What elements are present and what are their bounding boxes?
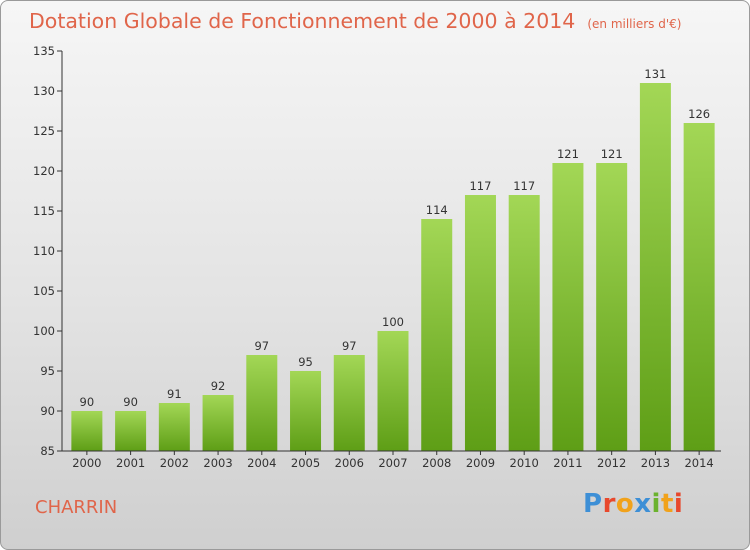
x-tick-label: 2005 <box>291 456 320 470</box>
x-tick-label: 2002 <box>160 456 189 470</box>
x-tick-label: 2008 <box>422 456 451 470</box>
chart-subtitle: (en milliers d'€) <box>587 17 682 31</box>
bar <box>596 163 628 451</box>
bar-value-label: 95 <box>298 355 313 369</box>
x-tick-label: 2014 <box>684 456 713 470</box>
bar-value-label: 90 <box>123 395 138 409</box>
bar-value-label: 121 <box>601 147 623 161</box>
bar <box>246 355 278 451</box>
bar-value-label: 131 <box>644 67 666 81</box>
y-tick-label: 135 <box>33 44 55 58</box>
bar <box>683 123 715 451</box>
y-tick-label: 90 <box>40 404 55 418</box>
bar-value-label: 126 <box>688 107 710 121</box>
chart-title-text: Dotation Globale de Fonctionnement de 20… <box>29 9 576 33</box>
chart-title: Dotation Globale de Fonctionnement de 20… <box>29 9 681 33</box>
bar-value-label: 91 <box>167 387 182 401</box>
y-tick-label: 105 <box>33 284 55 298</box>
bar-value-label: 117 <box>469 179 491 193</box>
bar <box>377 331 409 451</box>
x-tick-label: 2001 <box>116 456 145 470</box>
x-tick-label: 2007 <box>378 456 407 470</box>
y-tick-label: 110 <box>33 244 55 258</box>
bar <box>464 195 496 451</box>
x-tick-label: 2012 <box>597 456 626 470</box>
bar-value-label: 117 <box>513 179 535 193</box>
bar-value-label: 97 <box>342 339 357 353</box>
bar-value-label: 97 <box>254 339 269 353</box>
y-tick-label: 130 <box>33 84 55 98</box>
x-tick-label: 2003 <box>203 456 232 470</box>
bar <box>202 395 234 451</box>
bar <box>333 355 365 451</box>
commune-name: CHARRIN <box>35 497 118 518</box>
y-tick-label: 95 <box>40 364 55 378</box>
x-tick-label: 2004 <box>247 456 276 470</box>
x-tick-label: 2010 <box>510 456 539 470</box>
bar <box>552 163 584 451</box>
bar <box>508 195 540 451</box>
bar <box>290 371 322 451</box>
x-tick-label: 2011 <box>553 456 582 470</box>
bar-value-label: 92 <box>211 379 226 393</box>
y-tick-label: 125 <box>33 124 55 138</box>
bar <box>71 411 103 451</box>
y-tick-label: 115 <box>33 204 55 218</box>
bar <box>115 411 147 451</box>
y-tick-label: 120 <box>33 164 55 178</box>
bar-value-label: 90 <box>80 395 95 409</box>
bar-value-label: 121 <box>557 147 579 161</box>
x-tick-label: 2006 <box>335 456 364 470</box>
bar <box>421 219 453 451</box>
x-tick-label: 2013 <box>641 456 670 470</box>
bar <box>639 83 671 451</box>
bar-value-label: 100 <box>382 315 404 329</box>
bar <box>158 403 190 451</box>
y-tick-label: 85 <box>40 444 55 458</box>
x-tick-label: 2009 <box>466 456 495 470</box>
proxiti-logo: Proxiti <box>583 489 684 519</box>
y-tick-label: 100 <box>33 324 55 338</box>
bar-value-label: 114 <box>426 203 448 217</box>
x-tick-label: 2000 <box>72 456 101 470</box>
